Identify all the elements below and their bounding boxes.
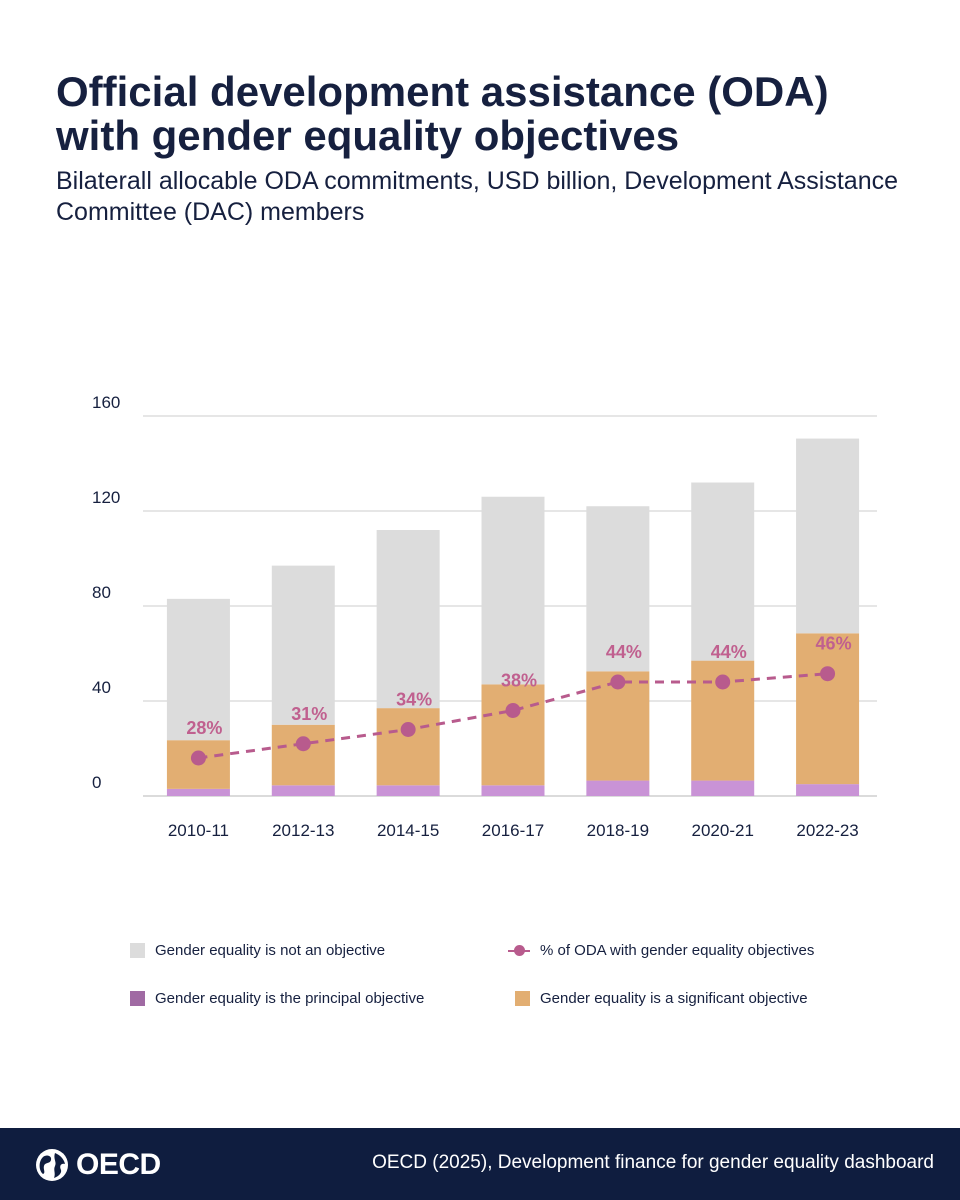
bar-segment [691, 780, 755, 796]
legend-item-significant: Gender equality is a significant objecti… [515, 990, 808, 1007]
y-axis-tick-label: 80 [92, 583, 111, 602]
x-axis-tick-label: 2010-11 [168, 821, 229, 840]
legend-item-principal: Gender equality is the principal objecti… [130, 990, 424, 1007]
pct-data-label: 46% [816, 634, 852, 654]
pct-data-label: 31% [291, 704, 327, 724]
y-axis-tick-label: 160 [92, 393, 120, 412]
globe-icon [36, 1149, 68, 1181]
bar-segment [166, 788, 230, 796]
bar-segment [586, 671, 650, 781]
legend-swatch-not-objective [130, 943, 145, 958]
bar-segment [271, 785, 335, 796]
x-axis-tick-label: 2014-15 [377, 821, 439, 840]
bar-segment [586, 780, 650, 796]
y-axis-tick-label: 40 [92, 678, 111, 697]
logo-text: OECD [76, 1148, 161, 1181]
bar-segment [796, 633, 860, 785]
x-axis-tick-label: 2012-13 [272, 821, 334, 840]
stacked-bar-chart: 0 40 80 120 160 2010-11 2012-13 2014-15 2016-17 2… [92, 393, 877, 840]
pct-point [190, 750, 206, 766]
pct-data-label: 38% [501, 671, 537, 691]
footer-bar: OECD OECD (2025), Development finance fo… [0, 1128, 960, 1200]
bar-segment [376, 785, 440, 796]
pct-data-label: 44% [711, 642, 747, 662]
pct-data-label: 28% [186, 718, 222, 738]
bar-segment [376, 530, 440, 709]
pct-point [400, 722, 416, 737]
bar-segment [271, 565, 335, 725]
x-axis-tick-label: 2016-17 [482, 821, 544, 840]
pct-point [715, 674, 731, 690]
pct-point [820, 666, 836, 682]
bar-segment [376, 708, 440, 786]
pct-point [610, 674, 626, 690]
bar-segment [166, 598, 230, 741]
pct-point [505, 703, 521, 718]
legend-swatch-principal [130, 991, 145, 1006]
legend-label-pct-line: % of ODA with gender equality objectives [540, 942, 815, 959]
chart-title: Official development assistance (ODA) wi… [56, 68, 829, 159]
legend-item-not-objective: Gender equality is not an objective [130, 942, 385, 959]
pct-point [295, 736, 311, 752]
legend-swatch-pct-line [508, 943, 530, 958]
bar-segment [481, 496, 545, 685]
y-axis-tick-label: 0 [92, 773, 101, 792]
oecd-logo: OECD [34, 1147, 161, 1183]
bar-segment [691, 482, 755, 661]
bar-segment [796, 438, 860, 634]
pct-data-label: 44% [606, 642, 642, 662]
bar-segment [796, 784, 860, 796]
source-note: OECD (2025), Development finance for gen… [372, 1152, 934, 1173]
bar-segment [481, 684, 545, 786]
chart-subtitle: Bilaterall allocable ODA commitments, US… [56, 167, 899, 226]
legend-swatch-significant [515, 991, 530, 1006]
pct-data-label: 34% [396, 690, 432, 710]
x-axis-tick-label: 2018-19 [587, 821, 649, 840]
legend-label-significant: Gender equality is a significant objecti… [540, 990, 808, 1007]
bar-segment [481, 785, 545, 796]
bar-segment [271, 724, 335, 786]
bar-segment [586, 506, 650, 672]
y-axis-tick-label: 120 [92, 488, 120, 507]
legend-label-principal: Gender equality is the principal objecti… [155, 990, 425, 1007]
legend: Gender equality is not an objective % of… [0, 930, 960, 1030]
legend-label-not-objective: Gender equality is not an objective [155, 942, 386, 959]
x-axis-tick-label: 2020-21 [692, 821, 754, 840]
legend-item-pct-line: % of ODA with gender equality objectives [508, 942, 814, 959]
x-axis-tick-label: 2022-23 [796, 821, 858, 840]
